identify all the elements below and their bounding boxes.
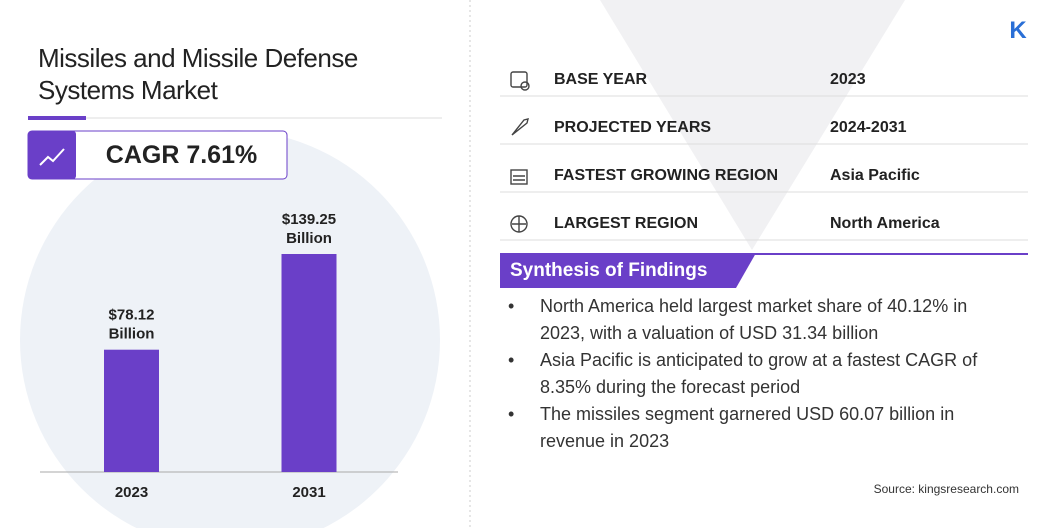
fact-label: FASTEST GROWING REGION: [554, 167, 779, 184]
value-label: $139.25 Billion: [282, 211, 336, 247]
bar: [281, 254, 337, 472]
finding: The missiles segment garnered USD 60.07 …: [508, 401, 988, 455]
findings-title: Synthesis of Findings: [510, 260, 708, 281]
fact-value: 2024-2031: [830, 119, 907, 136]
cagr-icon-bg: [28, 131, 76, 179]
finding: Asia Pacific is anticipated to grow at a…: [508, 347, 988, 401]
cagr-icon: [39, 148, 65, 166]
source: Source: kingsresearch.com: [873, 482, 1019, 496]
cagr: CAGR 7.61%: [105, 141, 258, 169]
findings-list: North America held largest market share …: [508, 293, 988, 455]
watermark: [600, 0, 905, 250]
bar: [104, 349, 159, 472]
fact-value: Asia Pacific: [830, 167, 920, 184]
fact-value: 2023: [830, 71, 866, 88]
x-tick-label: 2023: [115, 484, 148, 501]
title: Missiles and Missile Defense Systems Mar…: [38, 43, 358, 105]
fact-label: BASE YEAR: [554, 71, 648, 88]
globe: [20, 130, 440, 528]
accent: [28, 116, 86, 120]
fact-label: LARGEST REGION: [554, 215, 699, 232]
fact-label: PROJECTED YEARS: [554, 119, 712, 136]
fact-separators: [500, 95, 1028, 241]
fact-value: North America: [830, 215, 940, 232]
finding: North America held largest market share …: [508, 293, 988, 347]
x-tick-label: 2031: [292, 484, 325, 501]
fact-icons: [510, 71, 530, 233]
logo: K: [1009, 17, 1027, 44]
value-label: $78.12 Billion: [109, 307, 155, 343]
findings-header: [500, 253, 756, 288]
